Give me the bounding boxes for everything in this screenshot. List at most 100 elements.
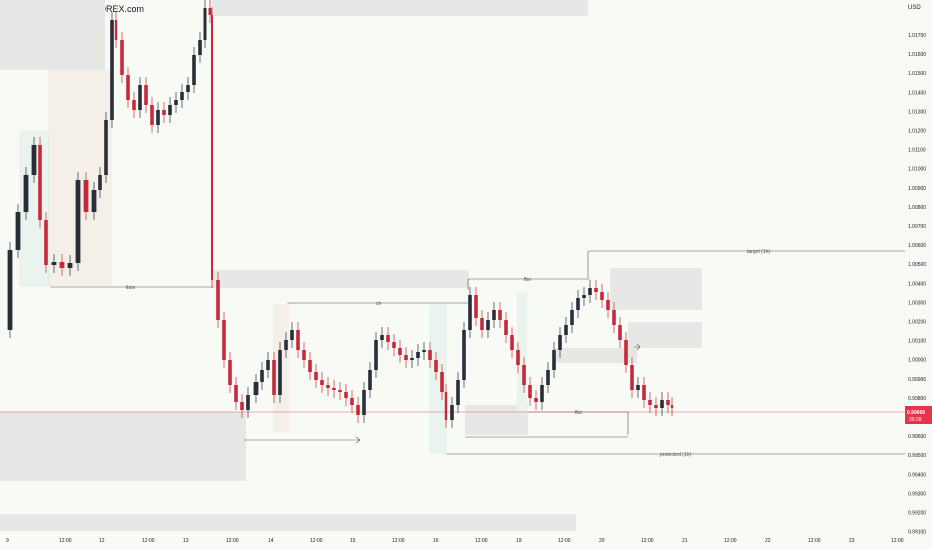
y-tick-label: 0.99500: [908, 453, 926, 459]
zone: [517, 292, 527, 412]
candle-body: [83, 180, 89, 212]
y-axis: 1.01700 1.01600 1.01500 1.01400 1.01300 1.012…: [908, 33, 926, 536]
fbo-line-top: [467, 278, 590, 290]
x-tick-label: 12:00: [142, 538, 155, 544]
candle-body: [168, 105, 172, 115]
candle-body: [246, 395, 250, 410]
annotation-fbo-bottom: fbo: [575, 410, 582, 416]
candle-body: [278, 350, 282, 395]
candle-body: [648, 400, 652, 405]
annotation-protected: protected (1h): [660, 452, 691, 458]
candle-body: [350, 398, 354, 405]
x-tick-label: 20: [599, 538, 605, 544]
candle-body: [186, 85, 190, 92]
candle-body: [456, 380, 460, 405]
y-tick-label: 1.00300: [908, 300, 926, 306]
annotation-fbo-top: fbo: [524, 277, 531, 283]
candle-body: [480, 318, 484, 330]
y-tick-label: 1.00400: [908, 281, 926, 287]
zone: [628, 322, 702, 348]
candle-body: [386, 335, 390, 342]
annotation-lines: [50, 250, 905, 455]
candle-body: [368, 370, 372, 390]
candle-body: [44, 220, 48, 265]
candle-body: [450, 405, 454, 420]
y-tick-label: 1.00000: [908, 358, 926, 364]
candle-body: [504, 320, 508, 335]
candle-body: [332, 388, 336, 390]
y-tick-label: 1.00800: [908, 205, 926, 211]
candle-body: [253, 382, 259, 395]
zone: [553, 348, 637, 363]
x-tick-label: 22: [765, 538, 771, 544]
candle-body: [552, 350, 556, 370]
candle-body: [522, 365, 526, 385]
annotation-ibos: ibos: [126, 285, 136, 291]
candle-body: [75, 180, 81, 263]
candle-body: [216, 280, 220, 320]
x-tick-label: 12:00: [808, 538, 821, 544]
candle-body: [290, 330, 294, 340]
y-tick-label: 1.01000: [908, 167, 926, 173]
candle-body: [510, 335, 514, 350]
candle-body: [612, 310, 616, 325]
candle-body: [162, 110, 166, 115]
x-tick-label: 12:00: [310, 538, 323, 544]
candle-body: [98, 175, 102, 190]
candle-body: [302, 350, 306, 360]
candle-body: [498, 310, 502, 320]
candle-body: [570, 310, 574, 325]
candle-body: [51, 262, 57, 265]
candle-body: [59, 262, 65, 268]
y-tick-label: 1.01600: [908, 52, 926, 58]
zone: [0, 0, 105, 70]
current-price-value: 0.99666: [907, 410, 925, 416]
arrow-line: [244, 436, 361, 444]
candle-body: [344, 392, 348, 398]
candle-body: [296, 330, 300, 350]
x-tick-label: 9: [6, 538, 9, 544]
candle-body: [144, 85, 148, 105]
candle-body: [356, 405, 360, 415]
candle-body: [132, 100, 136, 110]
arrow-small: [634, 343, 641, 351]
candle-body: [582, 295, 586, 298]
candle-body: [624, 340, 628, 365]
annotation-target: target (1h): [747, 249, 770, 255]
candle-body: [211, 15, 213, 280]
candle-body: [260, 370, 264, 382]
candle-body: [234, 385, 238, 402]
y-tick-label: 0.99600: [908, 434, 926, 440]
candle-body: [404, 355, 408, 360]
candle-body: [120, 40, 124, 75]
candle-body: [594, 288, 598, 292]
x-tick-label: 12:00: [226, 538, 239, 544]
candle-body: [198, 40, 202, 55]
y-tick-label: 0.99300: [908, 491, 926, 497]
y-tick-label: 1.01300: [908, 109, 926, 115]
x-tick-label: 23: [849, 538, 855, 544]
y-tick-label: 1.00500: [908, 262, 926, 268]
candle-body: [486, 320, 490, 330]
x-tick-label: 14: [268, 538, 274, 544]
candle-body: [546, 370, 550, 385]
candle-body: [416, 352, 420, 358]
zone: [0, 514, 576, 531]
x-tick-label: 12:00: [724, 538, 737, 544]
candle-body: [606, 300, 610, 310]
candle-body: [444, 392, 448, 420]
y-tick-label: 1.00200: [908, 320, 926, 326]
candle-body: [588, 288, 592, 295]
candle-body: [410, 358, 414, 360]
candle-body: [528, 385, 532, 398]
candle-body: [192, 55, 196, 85]
candle-body: [380, 335, 384, 340]
candle-body: [38, 145, 42, 220]
y-tick-label: 0.99100: [908, 530, 926, 536]
candle-body: [156, 110, 160, 125]
y-tick-label: 1.00700: [908, 224, 926, 230]
annotation-ch: ch: [376, 301, 382, 307]
candle-body: [308, 360, 312, 372]
candle-body: [422, 350, 426, 352]
